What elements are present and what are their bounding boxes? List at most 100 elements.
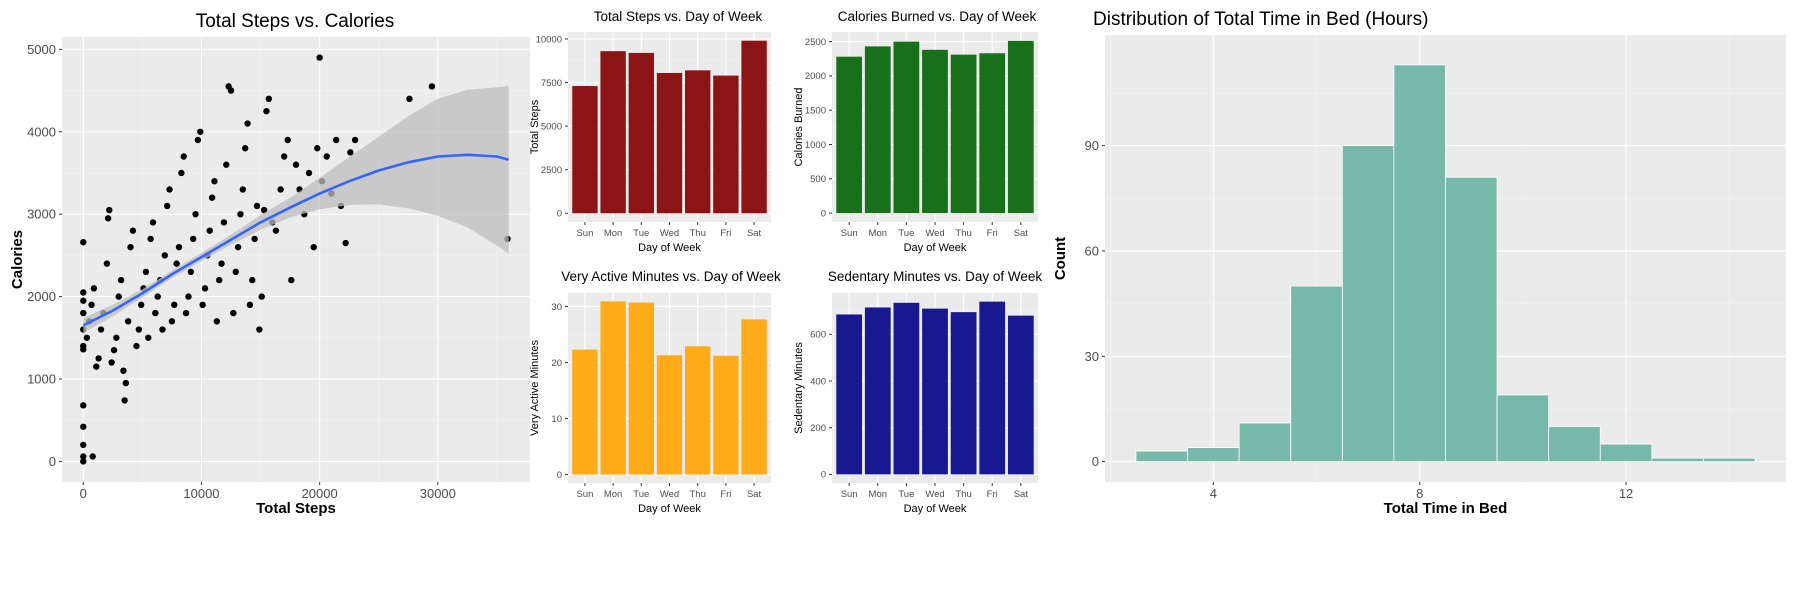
bar-sun <box>836 56 863 214</box>
data-point <box>208 194 216 201</box>
data-point <box>206 227 213 234</box>
data-point <box>108 359 115 366</box>
x-tick-label: Sun <box>841 228 858 239</box>
y-tick-label: 1500 <box>805 106 826 117</box>
x-axis-title: Total Time in Bed <box>1384 500 1508 517</box>
data-point <box>351 136 359 144</box>
x-tick-label: Wed <box>660 228 679 239</box>
y-tick-label: 0 <box>557 209 562 220</box>
chart-title: Distribution of Total Time in Bed (Hours… <box>1093 9 1428 30</box>
y-tick-label: 5000 <box>541 121 562 132</box>
y-tick-label: 0 <box>557 470 562 481</box>
data-point <box>171 301 178 309</box>
x-tick-label: Sun <box>576 489 593 500</box>
chart-title: Total Steps vs. Day of Week <box>594 9 763 24</box>
bar-tue <box>628 52 654 214</box>
chart-histogram: 0 30 60 90 4 8 12 Distribution of Total Time in… <box>1052 9 1786 517</box>
data-point <box>104 215 112 222</box>
bar-sun <box>836 314 863 475</box>
data-point <box>137 301 145 309</box>
x-tick-label: Sat <box>747 228 762 239</box>
data-point <box>310 243 317 251</box>
y-tick-label: 2000 <box>27 289 56 304</box>
x-tick-label: Wed <box>925 228 944 239</box>
chart-title: Calories Burned vs. Day of Week <box>838 9 1037 24</box>
y-tick-label: 2500 <box>805 37 826 48</box>
histogram-bin <box>1445 176 1498 463</box>
data-point <box>80 297 87 304</box>
x-tick-label: 20000 <box>302 486 338 501</box>
bar-thu <box>685 346 711 475</box>
histogram-bin <box>1703 457 1756 463</box>
data-point <box>89 453 96 460</box>
bar-tue <box>893 302 920 475</box>
data-point <box>80 453 87 460</box>
y-tick-label: 200 <box>810 423 826 434</box>
data-point <box>124 318 132 325</box>
bar-thu <box>950 54 977 214</box>
bar-fri <box>713 355 739 475</box>
histogram-bin <box>1548 426 1601 463</box>
data-point <box>178 169 185 177</box>
data-point <box>237 210 244 218</box>
x-axis-title: Day of Week <box>904 503 967 515</box>
data-point <box>241 145 249 152</box>
data-point <box>253 202 261 210</box>
data-point <box>127 243 134 251</box>
histogram-bin <box>1496 394 1550 463</box>
data-point <box>213 318 221 325</box>
data-point <box>246 301 254 309</box>
x-tick-label: Sat <box>1014 489 1029 500</box>
histogram-bin <box>1290 285 1343 463</box>
y-tick-label: 30 <box>551 302 562 313</box>
data-point <box>154 293 161 300</box>
data-point <box>277 186 284 193</box>
y-tick-label: 0 <box>49 454 56 469</box>
bar-mon <box>600 51 626 214</box>
y-tick-label: 0 <box>821 208 826 219</box>
data-point <box>135 326 143 333</box>
histogram-bin <box>1651 457 1704 463</box>
smooth-trend-line <box>82 153 510 327</box>
data-point <box>122 379 130 387</box>
y-tick-label: 7500 <box>541 78 562 89</box>
y-tick-label: 400 <box>810 376 826 387</box>
chart-title: Sedentary Minutes vs. Day of Week <box>828 269 1043 284</box>
data-point <box>239 186 247 193</box>
bar-mon <box>600 301 626 475</box>
chart-title: Total Steps vs. Calories <box>196 11 395 32</box>
data-point <box>194 136 202 144</box>
y-tick-label: 2000 <box>805 71 826 82</box>
x-tick-label: Thu <box>690 228 706 239</box>
x-tick-label: 8 <box>1416 486 1423 501</box>
x-tick-label: 0 <box>80 486 87 501</box>
data-point <box>197 128 204 135</box>
confidence-band <box>83 85 509 333</box>
bar-sat <box>741 319 767 475</box>
bar-mon <box>864 46 891 214</box>
chart-scatter: 0 1000 2000 3000 4000 5000 0 10000 20000 30000 Tot… <box>9 11 530 517</box>
data-point <box>180 153 187 160</box>
y-axis-title: Calories <box>9 230 26 289</box>
data-point <box>159 326 166 333</box>
y-tick-label: 0 <box>1092 454 1099 469</box>
bar-thu <box>685 70 711 214</box>
x-tick-label: 4 <box>1210 486 1217 501</box>
y-axis-title: Sedentary Minutes <box>793 342 805 434</box>
bar-wed <box>922 308 948 475</box>
data-point <box>161 252 169 259</box>
histogram-bin <box>1135 450 1188 463</box>
x-tick-label: Tue <box>898 489 914 500</box>
bar-wed <box>656 72 683 214</box>
x-tick-label: Wed <box>925 489 944 500</box>
histogram-bin <box>1238 422 1292 463</box>
data-point <box>83 334 91 341</box>
chart-title: Very Active Minutes vs. Day of Week <box>561 269 781 284</box>
data-point <box>88 301 95 309</box>
data-point <box>232 268 239 276</box>
data-point <box>80 309 87 317</box>
data-point <box>201 285 209 292</box>
data-point <box>106 206 113 214</box>
data-point <box>142 268 150 276</box>
